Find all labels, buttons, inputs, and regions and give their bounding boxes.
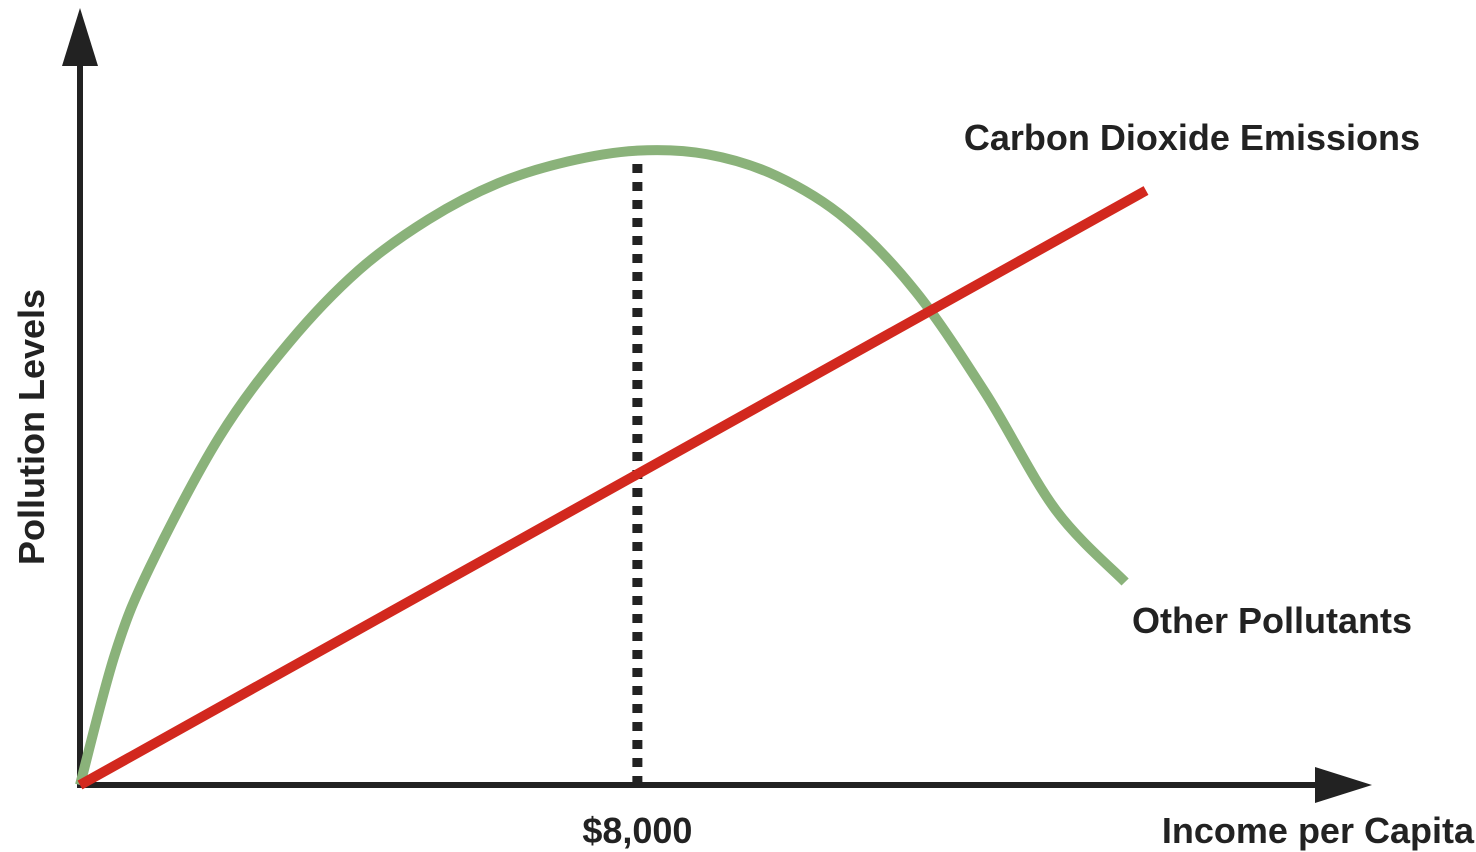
other-pollutants-label: Other Pollutants <box>1132 600 1412 641</box>
x-axis-label: Income per Capita <box>1162 810 1475 851</box>
carbon-dioxide-emissions-label: Carbon Dioxide Emissions <box>964 117 1420 158</box>
other-pollutants-line <box>75 145 1129 787</box>
y-axis-arrow-icon <box>62 8 98 66</box>
x-tick-label: $8,000 <box>582 810 692 851</box>
y-axis-label: Pollution Levels <box>11 289 52 565</box>
x-axis-arrow-icon <box>1315 767 1372 803</box>
carbon-dioxide-emissions-line <box>77 186 1149 790</box>
